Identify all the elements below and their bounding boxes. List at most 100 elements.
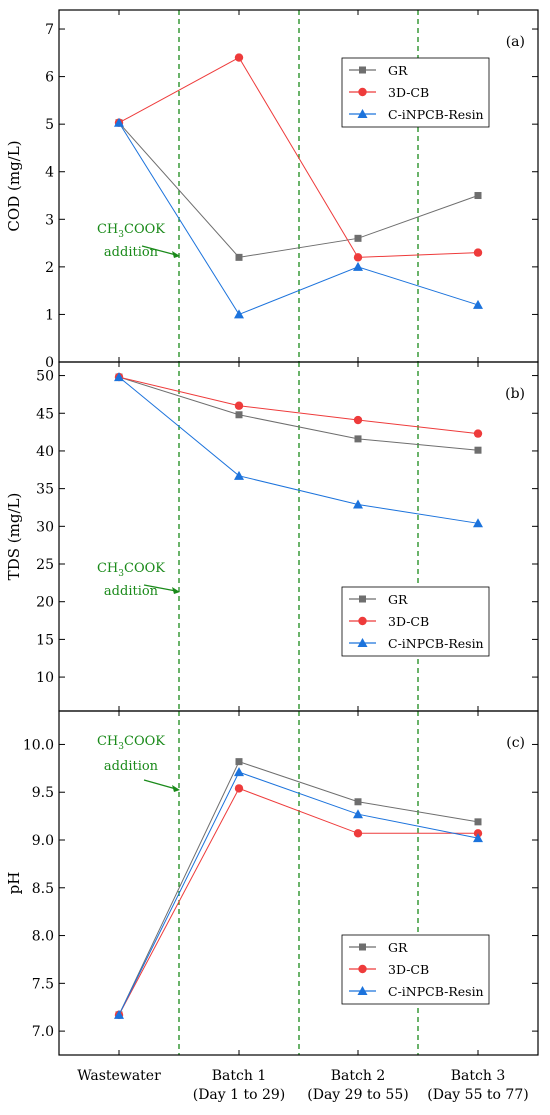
legend-marker	[357, 109, 368, 118]
panel-label: (b)	[505, 386, 525, 402]
y-tick-label: 2	[45, 260, 54, 276]
series-line-3d-cb	[118, 376, 479, 435]
legend-marker	[358, 964, 367, 974]
formula-main: CH	[97, 734, 118, 749]
annotation-addition: addition	[104, 759, 159, 774]
data-point-c-inpcb-resin	[353, 261, 363, 271]
y-tick-label: 35	[36, 482, 54, 498]
y-tick-label: 9.5	[32, 785, 54, 801]
data-point-c-inpcb-resin	[234, 767, 244, 777]
y-tick-label: 20	[36, 595, 54, 611]
y-tick-label: 9.0	[32, 833, 54, 849]
plot-frame	[58, 710, 539, 1056]
data-point-3d-cb	[473, 248, 483, 257]
x-tick-label: Batch 1	[212, 1068, 266, 1084]
legend-marker	[357, 986, 368, 995]
y-tick-label: 1	[45, 307, 54, 323]
y-tick-label: 10	[36, 670, 54, 686]
y-tick-label: 5	[45, 117, 54, 133]
data-point-c-inpcb-resin	[473, 518, 483, 528]
y-axis-label: TDS (mg/L)	[5, 493, 23, 581]
data-point-c-inpcb-resin	[114, 372, 124, 382]
panel-b: 10 15 20 25 30 35 40 45 50 TDS (mg/L) (b) CH3COOK ad…	[5, 361, 539, 712]
legend-label: C-iNPCB-Resin	[388, 636, 484, 651]
data-point-gr	[474, 818, 482, 826]
data-point-3d-cb	[353, 415, 363, 425]
legend-label: GR	[388, 592, 408, 607]
data-point-c-inpcb-resin	[353, 499, 363, 509]
legend-marker	[359, 66, 366, 74]
data-point-gr	[235, 411, 243, 419]
y-tick-label: 15	[36, 632, 54, 648]
annotation-formula: CH3COOK	[97, 222, 165, 240]
data-point-c-inpcb-resin	[473, 833, 483, 843]
legend-marker	[357, 638, 368, 647]
data-point-c-inpcb-resin	[353, 809, 363, 819]
formula-rest: COOK	[124, 561, 165, 576]
y-tick-label: 8.0	[32, 929, 54, 945]
legend-label: 3D-CB	[388, 614, 429, 629]
series-line-gr	[118, 761, 479, 1016]
series-line-c-inpcb-resin	[118, 122, 479, 316]
series-line-c-inpcb-resin	[118, 376, 479, 524]
legend-label: C-iNPCB-Resin	[388, 107, 484, 122]
y-tick-label: 0	[45, 355, 54, 371]
annotation-arrow	[141, 245, 177, 256]
x-tick-sublabel: (Day 1 to 29)	[193, 1087, 286, 1103]
data-point-gr	[474, 446, 482, 454]
data-point-gr	[235, 253, 243, 261]
data-point-c-inpcb-resin	[114, 117, 124, 127]
annotation-arrowhead	[172, 785, 180, 792]
data-point-gr	[235, 758, 243, 766]
annotation-arrow	[143, 779, 177, 790]
annotation-formula: CH3COOK	[97, 561, 165, 579]
y-tick-label: 40	[36, 444, 54, 460]
annotation-addition: addition	[104, 245, 159, 260]
y-tick-label: 8.5	[32, 881, 54, 897]
y-tick-label: 25	[36, 557, 54, 573]
y-axis-label: COD (mg/L)	[5, 140, 23, 231]
panel-label: (c)	[506, 735, 525, 751]
y-tick-label: 45	[36, 406, 54, 422]
annotation-arrowhead	[172, 251, 180, 258]
data-point-3d-cb	[234, 784, 244, 793]
series-line-c-inpcb-resin	[118, 771, 479, 1016]
y-tick-label: 7.0	[32, 1024, 54, 1040]
legend-label: 3D-CB	[388, 962, 429, 977]
annotation-formula: CH3COOK	[97, 734, 165, 752]
data-point-gr	[474, 192, 482, 200]
legend-marker	[358, 616, 367, 626]
series-line-gr	[118, 376, 479, 451]
x-tick-sublabel: (Day 55 to 77)	[427, 1087, 528, 1103]
y-tick-label: 7	[45, 22, 54, 38]
data-point-gr	[354, 798, 362, 806]
legend-marker	[359, 595, 366, 603]
y-tick-label: 50	[36, 369, 54, 385]
data-point-3d-cb	[234, 53, 244, 62]
data-point-3d-cb	[473, 429, 483, 438]
y-tick-label: 6	[45, 70, 54, 86]
panel-label: (a)	[506, 34, 525, 50]
formula-rest: COOK	[124, 734, 165, 749]
data-point-3d-cb	[353, 253, 363, 262]
y-axis-label: pH	[5, 872, 23, 895]
formula-rest: COOK	[124, 222, 165, 237]
data-point-gr	[354, 234, 362, 242]
formula-main: CH	[97, 561, 118, 576]
formula-main: CH	[97, 222, 118, 237]
series-line-3d-cb	[118, 787, 478, 1016]
y-tick-label: 30	[36, 519, 54, 535]
data-point-c-inpcb-resin	[473, 299, 483, 309]
data-point-c-inpcb-resin	[234, 470, 244, 480]
legend-label: GR	[388, 940, 408, 955]
x-tick-label: Batch 2	[331, 1068, 385, 1084]
annotation-arrowhead	[172, 587, 180, 594]
annotation-addition: addition	[104, 584, 159, 599]
y-tick-label: 10.0	[23, 737, 54, 753]
panel-c: 7.0 7.5 8.0 8.5 9.0 9.5 10.0 pH (c) CH3COOK additi…	[5, 710, 539, 1056]
series-line-gr	[118, 122, 479, 258]
annotation-arrow	[143, 584, 177, 592]
legend-label: 3D-CB	[388, 85, 429, 100]
